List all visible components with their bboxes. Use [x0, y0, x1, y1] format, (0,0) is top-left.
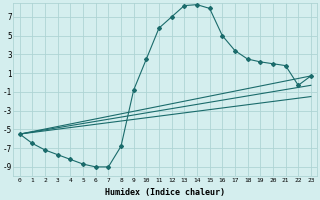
X-axis label: Humidex (Indice chaleur): Humidex (Indice chaleur): [105, 188, 225, 197]
